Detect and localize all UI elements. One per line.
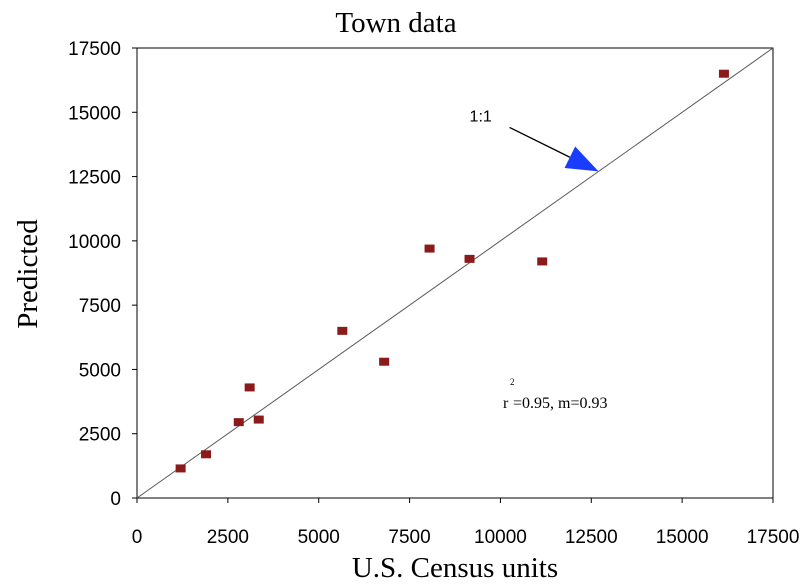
annotation-arrow-shaft — [509, 126, 571, 158]
stats-label: r 2 =0.95, m=0.93 — [503, 377, 608, 412]
x-axis: 0 2500 5000 7500 10000 12500 15000 17500 — [132, 498, 800, 548]
data-point — [424, 244, 435, 253]
y-tick-label: 0 — [110, 489, 121, 510]
y-tick-label: 17500 — [68, 39, 121, 60]
data-points — [175, 69, 729, 473]
y-axis: 0 2500 5000 7500 10000 12500 15000 17500 — [68, 39, 137, 510]
plot-area: 0 2500 5000 7500 10000 12500 15000 17500 0 2500 5… — [68, 39, 799, 548]
annotation-arrow-head — [564, 146, 599, 172]
data-point — [718, 69, 729, 78]
stats-r-symbol: r — [503, 395, 509, 412]
data-point — [175, 464, 186, 473]
y-tick-label: 15000 — [68, 103, 121, 124]
x-tick-label: 15000 — [656, 527, 709, 548]
y-tick-label: 12500 — [68, 168, 121, 189]
data-point — [464, 254, 475, 263]
x-tick-label: 10000 — [474, 527, 527, 548]
stats-r-exponent: 2 — [510, 377, 515, 387]
y-tick-label: 10000 — [68, 232, 121, 253]
data-point — [244, 383, 255, 392]
x-tick-label: 12500 — [565, 527, 618, 548]
plot-frame — [136, 47, 774, 499]
stats-values: =0.95, m=0.93 — [513, 395, 608, 412]
reference-line-group — [136, 47, 774, 499]
y-tick-label: 2500 — [79, 425, 121, 446]
y-tick-label: 7500 — [79, 296, 121, 317]
data-point — [537, 257, 548, 266]
data-point — [379, 357, 390, 366]
annotation-group: 1:1 — [470, 108, 599, 172]
one-to-one-line — [136, 47, 774, 499]
data-point — [233, 418, 244, 427]
x-tick-label: 2500 — [207, 527, 249, 548]
y-tick-label: 5000 — [79, 360, 121, 381]
data-point — [253, 415, 264, 424]
y-axis-title: Predicted — [12, 219, 44, 329]
chart-title: Town data — [335, 7, 456, 39]
x-tick-label: 17500 — [747, 527, 800, 548]
data-point — [201, 450, 212, 459]
x-tick-label: 5000 — [298, 527, 340, 548]
x-tick-label: 7500 — [388, 527, 430, 548]
x-tick-label: 0 — [132, 527, 143, 548]
annotation-label: 1:1 — [470, 108, 492, 125]
x-axis-title: U.S. Census units — [352, 552, 558, 584]
data-point — [337, 326, 348, 335]
